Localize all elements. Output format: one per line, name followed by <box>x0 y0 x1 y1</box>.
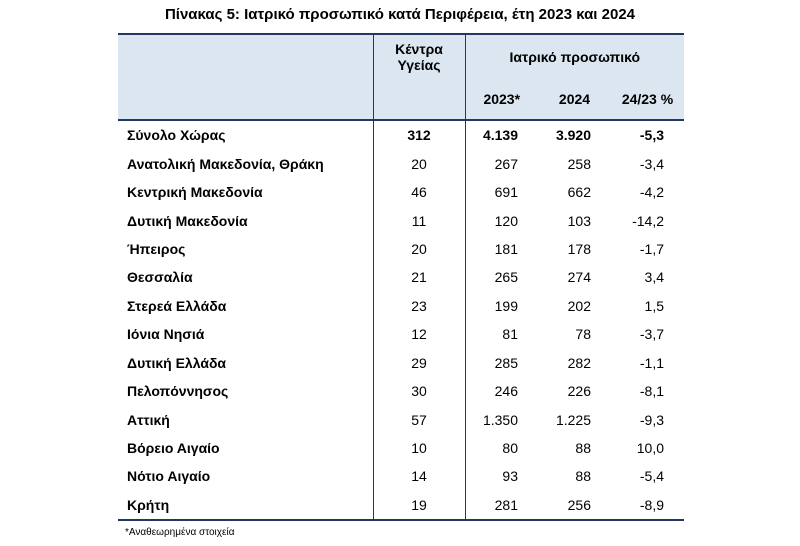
cell-pct: -4,2 <box>639 184 665 201</box>
cell-2023: 81 <box>502 326 518 343</box>
cell-2023: 93 <box>502 468 518 485</box>
cell-kentra-ygeias: 23 <box>372 291 466 321</box>
table-row: Βόρειο Αιγαίο 10 80 88 10,0 <box>118 433 684 463</box>
table-row: Αττική 57 1.350 1.225 -9,3 <box>118 405 684 434</box>
cell-pct: -1,1 <box>639 354 665 371</box>
row-name: Βόρειο Αιγαίο <box>127 440 220 457</box>
cell-2024: 88 <box>575 440 591 457</box>
cell-2024: 78 <box>575 326 591 343</box>
cell-pct: -8,1 <box>639 383 665 400</box>
table-row: Κεντρική Μακεδονία 46 691 662 -4,2 <box>118 177 684 207</box>
cell-pct: 1,5 <box>644 297 665 314</box>
cell-kentra-ygeias: 46 <box>372 177 466 207</box>
cell-kentra-ygeias: 19 <box>372 490 466 522</box>
row-name: Στερεά Ελλάδα <box>127 297 227 314</box>
cell-2024: 274 <box>567 269 591 286</box>
table-row: Πελοπόννησος 30 246 226 -8,1 <box>118 376 684 406</box>
cell-2024: 88 <box>575 468 591 485</box>
header-iatriko-prosopiko: Ιατρικό προσωπικό <box>465 33 685 78</box>
cell-2023: 80 <box>502 440 518 457</box>
cell-2023: 120 <box>494 212 518 229</box>
cell-pct: -5,3 <box>639 127 665 144</box>
medical-staff-table: Κέντρα Υγείας Ιατρικό προσωπικό 2023* 20… <box>118 33 685 522</box>
cell-2023: 281 <box>465 490 538 522</box>
header-2023: 2023* <box>465 78 538 121</box>
row-name: Πελοπόννησος <box>127 383 229 400</box>
cell-2024: 202 <box>567 297 591 314</box>
header-2024: 2024 <box>538 78 611 121</box>
cell-pct: -9,3 <box>639 411 665 428</box>
cell-kentra-ygeias: 20 <box>372 234 466 264</box>
cell-2024: 178 <box>567 240 591 257</box>
row-name: Κρήτη <box>118 490 373 522</box>
cell-kentra-ygeias: 312 <box>372 120 466 150</box>
cell-2023: 265 <box>494 269 518 286</box>
cell-2023: 267 <box>494 155 518 172</box>
cell-pct: -8,9 <box>611 490 685 522</box>
cell-2023: 199 <box>494 297 518 314</box>
cell-2023: 4.139 <box>482 127 518 144</box>
cell-kentra-ygeias: 57 <box>372 405 466 434</box>
cell-2023: 246 <box>494 383 518 400</box>
cell-pct: 10,0 <box>636 440 665 457</box>
row-name: Ανατολική Μακεδονία, Θράκη <box>127 155 324 172</box>
table-row: Ιόνια Νησιά 12 81 78 -3,7 <box>118 320 684 349</box>
header-pct: 24/23 % <box>611 78 685 121</box>
table-row: Δυτική Ελλάδα 29 285 282 -1,1 <box>118 348 684 377</box>
row-name: Αττική <box>127 411 170 428</box>
cell-2024: 1.225 <box>555 411 591 428</box>
cell-2024: 103 <box>567 212 591 229</box>
cell-kentra-ygeias: 29 <box>372 348 466 377</box>
cell-kentra-ygeias: 11 <box>372 206 466 235</box>
row-name: Ήπειρος <box>127 240 186 257</box>
cell-2023: 1.350 <box>482 411 518 428</box>
cell-2023: 285 <box>494 354 518 371</box>
cell-2023: 691 <box>494 184 518 201</box>
cell-pct: 3,4 <box>644 269 665 286</box>
cell-kentra-ygeias: 21 <box>372 263 466 292</box>
table-row: Κρήτη 19 281 256 -8,9 <box>118 490 685 522</box>
table-row: Στερεά Ελλάδα 23 199 202 1,5 <box>118 291 684 321</box>
cell-2024: 3.920 <box>555 127 591 144</box>
cell-pct: -3,7 <box>639 326 665 343</box>
cell-pct: -3,4 <box>639 155 665 172</box>
header-blank-2 <box>118 78 373 121</box>
table-row: Ανατολική Μακεδονία, Θράκη 20 267 258 -3,4 <box>118 149 684 178</box>
header-kentra-ygeias: Κέντρα Υγείας <box>372 33 466 78</box>
cell-2024: 256 <box>538 490 611 522</box>
row-name: Σύνολο Χώρας <box>127 127 226 144</box>
header-blank-kyg <box>372 78 466 121</box>
row-name: Δυτική Μακεδονία <box>127 212 248 229</box>
cell-2024: 226 <box>567 383 591 400</box>
cell-2024: 258 <box>567 155 591 172</box>
table-row: Θεσσαλία 21 265 274 3,4 <box>118 263 684 292</box>
row-name: Νότιο Αιγαίο <box>127 468 211 485</box>
cell-pct: -1,7 <box>639 240 665 257</box>
row-name: Θεσσαλία <box>127 269 193 286</box>
cell-kentra-ygeias: 10 <box>372 433 466 463</box>
cell-2024: 662 <box>567 184 591 201</box>
cell-2023: 181 <box>494 240 518 257</box>
cell-pct: -5,4 <box>639 468 665 485</box>
table-row: Δυτική Μακεδονία 11 120 103 -14,2 <box>118 206 684 235</box>
cell-pct: -14,2 <box>632 212 665 229</box>
header-blank <box>118 33 373 78</box>
row-name: Κεντρική Μακεδονία <box>127 184 263 201</box>
cell-kentra-ygeias: 30 <box>372 376 466 406</box>
table-row: Σύνολο Χώρας 312 4.139 3.920 -5,3 <box>118 120 684 150</box>
table-row: Νότιο Αιγαίο 14 93 88 -5,4 <box>118 462 684 491</box>
row-name: Ιόνια Νησιά <box>127 326 205 343</box>
cell-kentra-ygeias: 14 <box>372 462 466 491</box>
row-name: Δυτική Ελλάδα <box>127 354 227 371</box>
table-row: Ήπειρος 20 181 178 -1,7 <box>118 234 684 264</box>
cell-kentra-ygeias: 12 <box>372 320 466 349</box>
footnote: *Αναθεωρημένα στοιχεία <box>125 527 235 538</box>
cell-2024: 282 <box>567 354 591 371</box>
table-title: Πίνακας 5: Ιατρικό προσωπικό κατά Περιφέ… <box>164 6 636 23</box>
table-body: Σύνολο Χώρας 312 4.139 3.920 -5,3 Ανατολική Μ… <box>118 120 685 522</box>
cell-kentra-ygeias: 20 <box>372 149 466 178</box>
